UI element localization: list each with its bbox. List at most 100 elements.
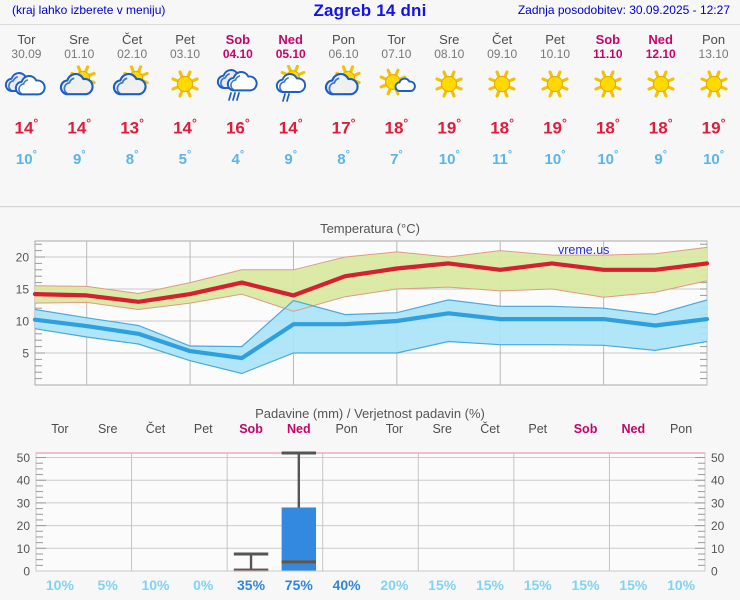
day-date: 30.09: [11, 47, 42, 61]
day-date: 12.10: [645, 47, 676, 61]
precipitation-probability-label: 15%: [524, 577, 553, 593]
precipitation-probability-label: 15%: [476, 577, 505, 593]
degree-symbol: °: [614, 116, 620, 130]
degree-symbol: °: [239, 148, 245, 161]
day-name: Sob: [225, 32, 251, 47]
day-date: 02.10: [117, 47, 148, 61]
day-name: Tor: [387, 32, 406, 47]
day-name: Sob: [595, 32, 621, 47]
day-name: Čet: [122, 32, 143, 47]
degree-symbol: °: [403, 116, 409, 130]
degree-symbol: °: [192, 116, 197, 130]
min-temperature: 10°: [439, 146, 460, 169]
precipitation-plot-area: [35, 452, 706, 572]
sun-smallcloud-icon: [373, 65, 419, 105]
precipitation-probability-label: 10%: [46, 577, 75, 593]
max-temperature: 13°: [120, 113, 144, 139]
day-name: Čet: [492, 32, 513, 47]
max-temp-value: 14: [278, 118, 298, 138]
precipitation-probability-label: 40%: [333, 577, 362, 593]
degree-symbol: °: [719, 148, 725, 161]
max-temperature: 14°: [15, 113, 39, 139]
sun-cloud-icon: [56, 65, 102, 105]
precip-day-label: Ned: [287, 422, 311, 436]
day-column: Pon 13.10 19° 10°: [687, 28, 740, 200]
sunny-icon: [638, 65, 684, 105]
degree-symbol: °: [509, 116, 515, 130]
max-temp-value: 18: [595, 118, 615, 138]
min-temp-value: 10: [544, 150, 562, 168]
max-temperature: 19°: [702, 113, 726, 139]
max-temperature: 14°: [279, 113, 303, 139]
max-temperature: 17°: [332, 113, 356, 139]
min-temperature: 9°: [654, 146, 667, 169]
y-axis-tick-label-left: 10: [17, 542, 31, 556]
degree-symbol: °: [562, 116, 567, 130]
min-temperature: 10°: [544, 146, 565, 169]
min-temp-value: 9: [72, 150, 82, 168]
day-column: Tor 30.09 14° 10°: [0, 28, 53, 200]
day-column: Sre 01.10 14° 9°: [53, 28, 106, 200]
precip-day-label: Tor: [51, 422, 68, 436]
max-band-upper-edge: [34, 246, 708, 295]
day-name: Ned: [278, 32, 303, 47]
precip-day-label: Pet: [194, 422, 213, 436]
min-temperature: 11°: [492, 146, 512, 169]
max-temperature: 19°: [543, 113, 567, 139]
max-band-lower-edge: [34, 280, 708, 312]
y-axis-tick-label: 10: [16, 315, 30, 329]
day-column: Sob 04.10 16° 4°: [211, 28, 264, 200]
degree-symbol: °: [81, 148, 86, 161]
day-column: Pet 03.10 14° 5°: [159, 28, 212, 200]
y-axis-tick-label-right: 20: [711, 519, 725, 533]
max-temperature: 18°: [490, 113, 514, 139]
day-date: 07.10: [381, 47, 412, 61]
degree-symbol: °: [350, 116, 356, 130]
sun-cloud-icon: [321, 65, 367, 105]
min-temp-value: 9: [284, 150, 293, 168]
min-temperature: 5°: [179, 146, 192, 169]
max-temp-value: 19: [543, 118, 562, 138]
max-temp-value: 16: [225, 118, 245, 138]
precip-day-label: Pon: [335, 422, 357, 436]
degree-symbol: °: [455, 148, 460, 161]
max-temp-value: 19: [701, 118, 721, 138]
sun-rain-icon: [268, 64, 314, 105]
min-temp-value: 8: [337, 150, 346, 168]
sun-cloud-icon: [109, 65, 155, 105]
precipitation-probability-label: 5%: [98, 577, 119, 593]
max-temp-value: 17: [331, 118, 351, 138]
header-divider: [0, 24, 740, 25]
min-temperature: 10°: [16, 146, 37, 169]
min-temperature: 9°: [73, 146, 86, 169]
min-temperature-line: [32, 311, 710, 361]
degree-symbol: °: [667, 116, 673, 130]
precipitation-probability-label: 0%: [193, 577, 214, 593]
sunny-icon: [479, 65, 525, 105]
precip-day-label: Sob: [574, 422, 598, 436]
precip-day-label: Tor: [386, 422, 403, 436]
degree-symbol: °: [456, 116, 462, 130]
day-date: 05.10: [275, 47, 306, 61]
y-axis-tick-label-right: 30: [711, 496, 725, 510]
sunny-icon: [532, 65, 578, 105]
max-temp-value: 19: [437, 118, 457, 138]
degree-symbol: °: [662, 148, 668, 161]
cloudy-icon: [3, 65, 49, 105]
max-temp-value: 13: [120, 118, 140, 138]
min-temperature: 8°: [337, 146, 350, 169]
precipitation-probability-label: 75%: [285, 577, 314, 593]
menu-hint-text: (kraj lahko izberete v meniju): [12, 3, 166, 17]
degree-symbol: °: [33, 116, 39, 130]
degree-symbol: °: [86, 116, 92, 130]
strip-divider-shadow: [0, 207, 740, 208]
degree-symbol: °: [292, 148, 298, 161]
max-temperature: 14°: [173, 113, 197, 139]
precipitation-probability-label: 20%: [380, 577, 409, 593]
sunny-icon: [691, 65, 737, 105]
daily-forecast-strip: Tor 30.09 14° 10° Sre 01.10 14° 9° Čet 02.10 13…: [0, 28, 740, 200]
min-temperature: 10°: [703, 146, 724, 169]
precipitation-probability-label: 10%: [141, 577, 170, 593]
min-temperature: 4°: [232, 146, 245, 169]
sunny-icon: [585, 65, 631, 105]
